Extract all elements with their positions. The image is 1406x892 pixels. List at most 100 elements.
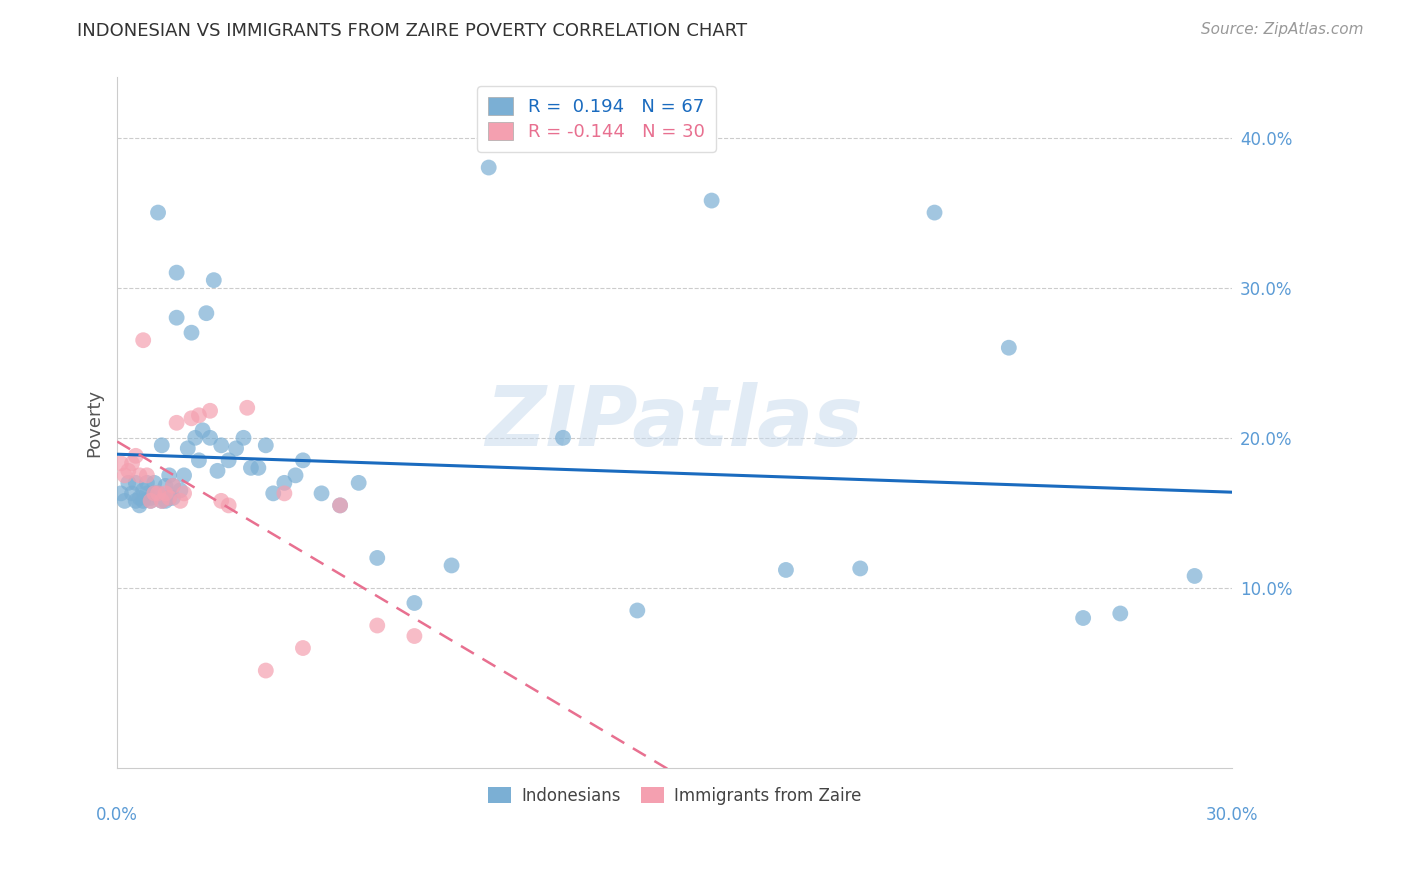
Point — [329, 499, 352, 513]
Point — [232, 431, 254, 445]
Point — [239, 460, 262, 475]
Point — [329, 499, 352, 513]
Point — [626, 603, 648, 617]
Point — [157, 491, 180, 505]
Point — [184, 431, 207, 445]
Point — [218, 499, 240, 513]
Point — [114, 468, 136, 483]
Point — [146, 486, 169, 500]
Point — [139, 494, 162, 508]
Point — [404, 629, 426, 643]
Point — [114, 494, 136, 508]
Point — [110, 486, 132, 500]
Point — [169, 483, 191, 498]
Point — [117, 464, 139, 478]
Text: INDONESIAN VS IMMIGRANTS FROM ZAIRE POVERTY CORRELATION CHART: INDONESIAN VS IMMIGRANTS FROM ZAIRE POVE… — [77, 22, 748, 40]
Point — [121, 456, 143, 470]
Point — [291, 453, 314, 467]
Point — [209, 438, 232, 452]
Point — [440, 558, 463, 573]
Point — [187, 409, 209, 423]
Point — [998, 341, 1021, 355]
Point — [132, 494, 155, 508]
Point — [236, 401, 259, 415]
Point — [117, 475, 139, 490]
Point — [162, 479, 184, 493]
Point — [273, 486, 295, 500]
Point — [347, 475, 370, 490]
Point — [191, 423, 214, 437]
Point — [125, 494, 148, 508]
Point — [1071, 611, 1094, 625]
Point — [155, 494, 177, 508]
Point — [146, 205, 169, 219]
Point — [284, 468, 307, 483]
Point — [311, 486, 333, 500]
Point — [135, 468, 157, 483]
Y-axis label: Poverty: Poverty — [86, 389, 103, 457]
Point — [273, 475, 295, 490]
Point — [157, 491, 180, 505]
Point — [202, 273, 225, 287]
Point — [150, 494, 173, 508]
Point — [166, 310, 188, 325]
Point — [166, 266, 188, 280]
Point — [135, 475, 157, 490]
Point — [173, 468, 195, 483]
Point — [166, 416, 188, 430]
Text: 0.0%: 0.0% — [96, 805, 138, 823]
Point — [404, 596, 426, 610]
Point — [139, 491, 162, 505]
Point — [551, 431, 574, 445]
Point — [247, 460, 270, 475]
Point — [125, 449, 148, 463]
Point — [121, 486, 143, 500]
Point — [478, 161, 501, 175]
Point — [110, 456, 132, 470]
Text: 30.0%: 30.0% — [1205, 805, 1258, 823]
Point — [173, 486, 195, 500]
Point — [1184, 569, 1206, 583]
Point — [262, 486, 284, 500]
Point — [291, 640, 314, 655]
Point — [177, 442, 200, 456]
Point — [209, 494, 232, 508]
Point — [169, 494, 191, 508]
Point — [128, 499, 150, 513]
Point — [218, 453, 240, 467]
Point — [366, 550, 388, 565]
Point — [162, 479, 184, 493]
Point — [195, 306, 218, 320]
Point — [150, 494, 173, 508]
Point — [187, 453, 209, 467]
Point — [150, 438, 173, 452]
Point — [924, 205, 946, 219]
Point — [128, 468, 150, 483]
Point — [125, 475, 148, 490]
Legend: Indonesians, Immigrants from Zaire: Indonesians, Immigrants from Zaire — [481, 780, 868, 812]
Point — [132, 333, 155, 347]
Point — [775, 563, 797, 577]
Point — [143, 486, 166, 500]
Point — [198, 431, 221, 445]
Point — [366, 618, 388, 632]
Point — [1109, 607, 1132, 621]
Point — [225, 442, 247, 456]
Point — [128, 491, 150, 505]
Point — [143, 486, 166, 500]
Point — [180, 411, 202, 425]
Point — [132, 483, 155, 498]
Point — [254, 438, 277, 452]
Point — [139, 494, 162, 508]
Point — [849, 561, 872, 575]
Point — [180, 326, 202, 340]
Point — [155, 479, 177, 493]
Point — [198, 404, 221, 418]
Point — [254, 664, 277, 678]
Point — [135, 486, 157, 500]
Point — [157, 468, 180, 483]
Point — [155, 486, 177, 500]
Point — [162, 491, 184, 505]
Text: ZIPatlas: ZIPatlas — [485, 383, 863, 463]
Point — [146, 486, 169, 500]
